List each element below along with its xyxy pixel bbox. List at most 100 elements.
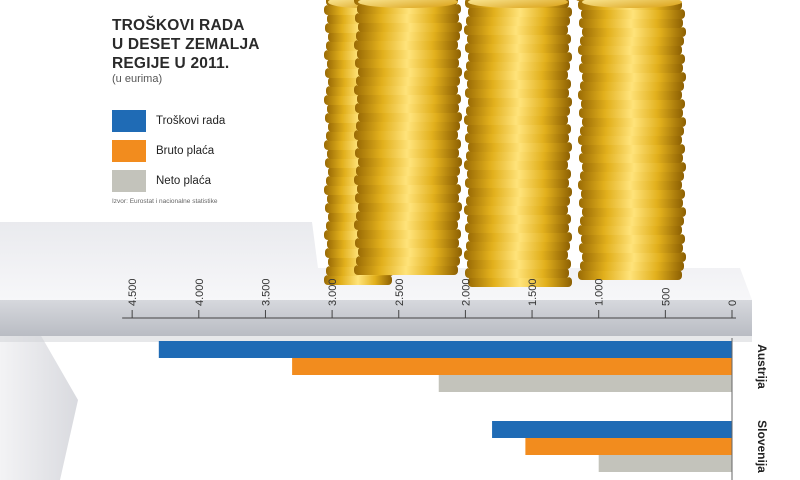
legend-swatch-gray (112, 170, 146, 192)
bar (292, 358, 732, 375)
coin-stack (576, 0, 686, 280)
coin (464, 115, 568, 125)
coin (355, 103, 459, 113)
legend-item: Troškovi rada (112, 110, 225, 132)
coin (580, 126, 684, 136)
x-tick-label: 2.500 (394, 278, 406, 306)
coin (355, 148, 459, 158)
category-labels: Austrija Slovenija (755, 344, 769, 473)
coin-stack (464, 0, 572, 287)
coin (355, 13, 459, 23)
coin (468, 97, 572, 107)
coin (355, 58, 459, 68)
x-tick-label: 3.500 (260, 278, 272, 306)
shelf-support (0, 334, 78, 480)
coin (467, 34, 571, 44)
bar (492, 421, 732, 438)
coin (358, 247, 462, 257)
coin (354, 85, 458, 95)
coin (358, 22, 462, 32)
title-line: U DESET ZEMALJA (112, 36, 260, 53)
coin-top (358, 0, 458, 8)
coin (465, 178, 569, 188)
coin (579, 198, 683, 208)
coin-stack (354, 0, 462, 275)
coin (357, 229, 461, 239)
coin (579, 18, 683, 28)
coin (468, 142, 572, 152)
chart-title: TROŠKOVI RADA U DESET ZEMALJA REGIJE U 2… (112, 16, 312, 85)
coin (466, 16, 570, 26)
coin (465, 88, 569, 98)
coin (465, 43, 569, 53)
coin (465, 133, 569, 143)
coin (468, 52, 572, 62)
coin (356, 76, 460, 86)
coin (468, 232, 572, 242)
coin (465, 223, 569, 233)
bars (158, 338, 733, 480)
coin (466, 106, 570, 116)
x-tick-label: 1.000 (594, 278, 606, 306)
coin (580, 36, 684, 46)
coin (358, 202, 462, 212)
coin (578, 45, 682, 55)
coin (355, 238, 459, 248)
coin (466, 241, 570, 251)
coin (356, 211, 460, 221)
coin (464, 250, 568, 260)
coin (581, 189, 685, 199)
coin (579, 63, 683, 73)
coin (581, 144, 685, 154)
coin (578, 225, 682, 235)
coin-top (582, 0, 682, 8)
coin (357, 49, 461, 59)
coin (578, 135, 682, 145)
coin (356, 166, 460, 176)
coin (468, 7, 572, 17)
x-tick-label: 3.000 (327, 278, 339, 306)
coin (465, 268, 569, 278)
coin (355, 193, 459, 203)
coin (582, 117, 686, 127)
coin (468, 277, 572, 287)
coin (358, 67, 462, 77)
coin-top (468, 0, 568, 8)
coin (582, 162, 686, 172)
title-line: TROŠKOVI RADA (112, 17, 245, 34)
coin (467, 79, 571, 89)
bar (598, 455, 732, 472)
coin (581, 234, 685, 244)
coin (354, 175, 458, 185)
coin (357, 184, 461, 194)
coin (466, 196, 570, 206)
coin (579, 108, 683, 118)
coin (578, 180, 682, 190)
x-tick-label: 0 (727, 300, 739, 306)
title-line: REGIJE U 2011. (112, 55, 230, 72)
coin (358, 157, 462, 167)
coin (354, 265, 458, 275)
coin (580, 216, 684, 226)
legend-label: Neto plaća (156, 175, 211, 187)
coin (580, 171, 684, 181)
coin (467, 124, 571, 134)
coin (464, 70, 568, 80)
x-axis: 0 500 1.000 1.500 2.000 2.500 3.000 3.500 4.000 4… (122, 278, 739, 319)
coin (578, 270, 682, 280)
legend-item: Neto plaća (112, 170, 225, 192)
coin (582, 27, 686, 37)
coin (354, 130, 458, 140)
coin (468, 187, 572, 197)
legend-swatch-orange (112, 140, 146, 162)
coin (581, 99, 685, 109)
coin (324, 275, 392, 285)
x-tick-label: 4.000 (194, 278, 206, 306)
coin (464, 160, 568, 170)
coin (464, 25, 568, 35)
x-tick-label: 2.000 (460, 278, 472, 306)
coin (466, 151, 570, 161)
bar (438, 375, 732, 392)
coin (582, 72, 686, 82)
coin (464, 205, 568, 215)
